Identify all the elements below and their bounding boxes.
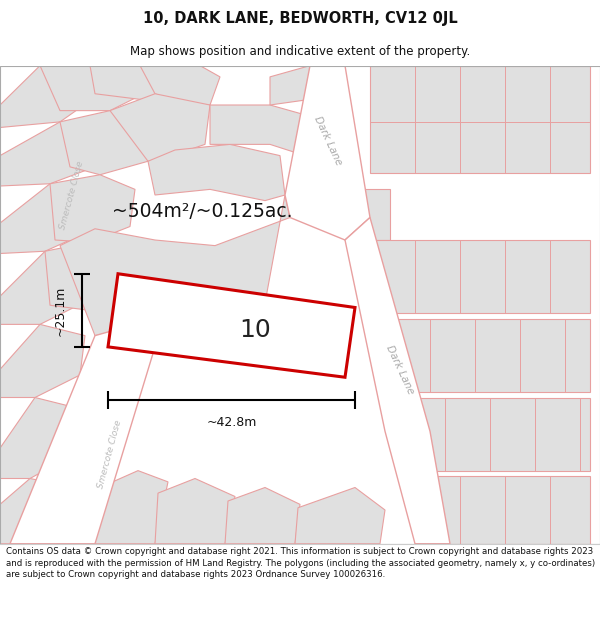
- Polygon shape: [148, 144, 285, 201]
- Polygon shape: [210, 105, 310, 156]
- Polygon shape: [285, 66, 370, 240]
- Text: ~42.8m: ~42.8m: [206, 416, 257, 429]
- Polygon shape: [295, 488, 385, 544]
- Text: Dark Lane: Dark Lane: [312, 115, 344, 167]
- Polygon shape: [0, 479, 75, 544]
- Polygon shape: [400, 398, 590, 471]
- Polygon shape: [370, 66, 590, 173]
- Polygon shape: [0, 184, 95, 254]
- Polygon shape: [90, 66, 190, 99]
- Polygon shape: [155, 479, 235, 544]
- Polygon shape: [345, 217, 450, 544]
- Polygon shape: [225, 488, 300, 544]
- Polygon shape: [0, 122, 100, 186]
- Polygon shape: [345, 189, 390, 240]
- Text: 10: 10: [239, 318, 271, 342]
- Text: Dark Lane: Dark Lane: [384, 343, 416, 396]
- Text: ~25.1m: ~25.1m: [53, 285, 67, 336]
- Polygon shape: [95, 471, 168, 544]
- Polygon shape: [270, 66, 340, 105]
- Polygon shape: [45, 242, 130, 310]
- Polygon shape: [60, 111, 155, 175]
- Text: Map shows position and indicative extent of the property.: Map shows position and indicative extent…: [130, 45, 470, 58]
- Polygon shape: [50, 175, 135, 242]
- Polygon shape: [110, 94, 210, 161]
- Text: Smercote Close: Smercote Close: [59, 160, 85, 230]
- Polygon shape: [370, 240, 590, 313]
- Polygon shape: [140, 66, 220, 105]
- Polygon shape: [385, 319, 590, 392]
- Polygon shape: [0, 324, 85, 398]
- Polygon shape: [108, 274, 355, 378]
- Polygon shape: [0, 251, 90, 324]
- Polygon shape: [10, 324, 155, 544]
- Polygon shape: [0, 66, 100, 128]
- Text: Smercote Close: Smercote Close: [97, 419, 124, 489]
- Text: ~504m²/~0.125ac.: ~504m²/~0.125ac.: [112, 202, 293, 221]
- Text: Contains OS data © Crown copyright and database right 2021. This information is : Contains OS data © Crown copyright and d…: [6, 547, 595, 579]
- Polygon shape: [40, 66, 155, 111]
- Polygon shape: [0, 398, 80, 479]
- Polygon shape: [60, 195, 290, 336]
- Polygon shape: [415, 476, 590, 544]
- Text: 10, DARK LANE, BEDWORTH, CV12 0JL: 10, DARK LANE, BEDWORTH, CV12 0JL: [143, 11, 457, 26]
